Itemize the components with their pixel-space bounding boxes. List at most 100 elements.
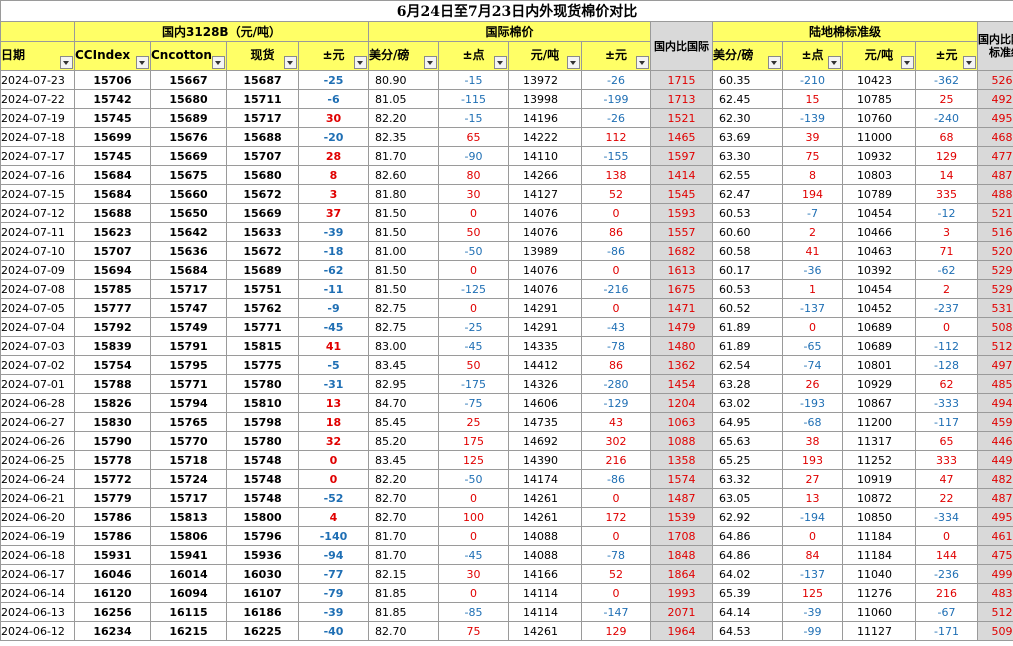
cell-land-yuan-ton[interactable]: 10689: [842, 317, 916, 337]
cell-date[interactable]: 2024-07-19: [0, 108, 75, 128]
cell-diff-pt[interactable]: -115: [438, 89, 509, 109]
cell-usc-lb[interactable]: 82.75: [368, 317, 439, 337]
cell-usc-lb[interactable]: 81.05: [368, 89, 439, 109]
cell-diff-yuan-intl[interactable]: -129: [581, 393, 651, 413]
cell-cc-index[interactable]: 15694: [74, 260, 151, 280]
cell-usc-lb[interactable]: 82.15: [368, 564, 439, 584]
cell-diff-pt[interactable]: 75: [438, 621, 509, 641]
cell-diff-yuan-intl[interactable]: -147: [581, 602, 651, 622]
cell-yuan-ton[interactable]: 14110: [508, 146, 582, 166]
cell-cncotton[interactable]: 15660: [150, 184, 227, 204]
cell-usc-lb[interactable]: 81.00: [368, 241, 439, 261]
cell-land-yuan-ton[interactable]: 10454: [842, 279, 916, 299]
cell-ratio-land[interactable]: 4877: [976, 165, 1013, 185]
cell-land-diff-yuan[interactable]: 25: [915, 89, 978, 109]
cell-yuan-ton[interactable]: 14335: [508, 336, 582, 356]
cell-land-yuan-ton[interactable]: 10466: [842, 222, 916, 242]
cell-cncotton[interactable]: 15718: [150, 450, 227, 470]
cell-ratio-land[interactable]: 5297: [976, 279, 1013, 299]
cell-yuan-ton[interactable]: 14261: [508, 621, 582, 641]
cell-yuan-ton[interactable]: 14606: [508, 393, 582, 413]
filter-dropdown-icon[interactable]: [212, 56, 225, 69]
cell-cc-index[interactable]: 16046: [74, 564, 151, 584]
cell-ratio-intl[interactable]: 1993: [650, 583, 713, 603]
cell-date[interactable]: 2024-06-27: [0, 412, 75, 432]
cell-cncotton[interactable]: 15667: [150, 70, 227, 90]
cell-land-diff-pt[interactable]: -65: [782, 336, 843, 356]
cell-ratio-land[interactable]: 4598: [976, 412, 1013, 432]
cell-spot[interactable]: 15672: [226, 184, 299, 204]
cell-usc-lb[interactable]: 83.45: [368, 355, 439, 375]
cell-land-diff-pt[interactable]: 38: [782, 431, 843, 451]
cell-land-diff-yuan[interactable]: 144: [915, 545, 978, 565]
cell-diff-yuan[interactable]: -20: [298, 127, 369, 147]
cell-usc-lb[interactable]: 81.70: [368, 146, 439, 166]
cell-date[interactable]: 2024-07-22: [0, 89, 75, 109]
cell-diff-pt[interactable]: -85: [438, 602, 509, 622]
cell-diff-yuan-intl[interactable]: 43: [581, 412, 651, 432]
cell-diff-yuan[interactable]: 30: [298, 108, 369, 128]
cell-ratio-land[interactable]: 5264: [976, 70, 1013, 90]
cell-land-usc-lb[interactable]: 60.53: [712, 203, 783, 223]
cell-diff-pt[interactable]: 30: [438, 564, 509, 584]
cell-land-diff-pt[interactable]: 193: [782, 450, 843, 470]
cell-spot[interactable]: 15780: [226, 374, 299, 394]
header-usc-lb[interactable]: 美分/磅: [368, 41, 439, 71]
cell-diff-yuan[interactable]: -11: [298, 279, 369, 299]
cell-cncotton[interactable]: 15771: [150, 374, 227, 394]
cell-land-diff-yuan[interactable]: -362: [915, 70, 978, 90]
cell-cc-index[interactable]: 15623: [74, 222, 151, 242]
cell-land-usc-lb[interactable]: 64.02: [712, 564, 783, 584]
cell-yuan-ton[interactable]: 14266: [508, 165, 582, 185]
cell-diff-yuan-intl[interactable]: 216: [581, 450, 651, 470]
cell-land-usc-lb[interactable]: 62.55: [712, 165, 783, 185]
cell-ratio-intl[interactable]: 1454: [650, 374, 713, 394]
cell-land-diff-pt[interactable]: 39: [782, 127, 843, 147]
cell-date[interactable]: 2024-07-15: [0, 184, 75, 204]
cell-usc-lb[interactable]: 81.50: [368, 260, 439, 280]
cell-spot[interactable]: 15748: [226, 450, 299, 470]
cell-cncotton[interactable]: 15676: [150, 127, 227, 147]
cell-diff-yuan[interactable]: -18: [298, 241, 369, 261]
header-diff-pt[interactable]: ±点: [438, 41, 509, 71]
cell-diff-pt[interactable]: 100: [438, 507, 509, 527]
cell-spot[interactable]: 15689: [226, 260, 299, 280]
cell-ratio-intl[interactable]: 1545: [650, 184, 713, 204]
cell-diff-yuan-intl[interactable]: 0: [581, 583, 651, 603]
cell-ratio-intl[interactable]: 1362: [650, 355, 713, 375]
filter-dropdown-icon[interactable]: [963, 56, 976, 69]
cell-diff-pt[interactable]: 25: [438, 412, 509, 432]
cell-diff-pt[interactable]: 0: [438, 488, 509, 508]
cell-diff-yuan[interactable]: 0: [298, 469, 369, 489]
cell-yuan-ton[interactable]: 14222: [508, 127, 582, 147]
cell-land-diff-yuan[interactable]: -12: [915, 203, 978, 223]
cell-ratio-intl[interactable]: 1597: [650, 146, 713, 166]
cell-ratio-intl[interactable]: 1358: [650, 450, 713, 470]
cell-diff-yuan-intl[interactable]: 86: [581, 222, 651, 242]
cell-diff-pt[interactable]: -50: [438, 469, 509, 489]
cell-ratio-intl[interactable]: 1539: [650, 507, 713, 527]
header-land-diff-pt[interactable]: ±点: [782, 41, 843, 71]
cell-diff-yuan[interactable]: -94: [298, 545, 369, 565]
cell-date[interactable]: 2024-06-28: [0, 393, 75, 413]
cell-land-yuan-ton[interactable]: 10789: [842, 184, 916, 204]
cell-usc-lb[interactable]: 81.70: [368, 545, 439, 565]
cell-diff-yuan[interactable]: -5: [298, 355, 369, 375]
header-date[interactable]: 日期: [0, 41, 75, 71]
cell-diff-yuan-intl[interactable]: -86: [581, 469, 651, 489]
cell-diff-pt[interactable]: 50: [438, 355, 509, 375]
cell-yuan-ton[interactable]: 14114: [508, 583, 582, 603]
cell-cc-index[interactable]: 15779: [74, 488, 151, 508]
cell-yuan-ton[interactable]: 14326: [508, 374, 582, 394]
cell-land-diff-yuan[interactable]: 71: [915, 241, 978, 261]
cell-cc-index[interactable]: 15777: [74, 298, 151, 318]
cell-land-diff-pt[interactable]: 0: [782, 317, 843, 337]
cell-land-diff-yuan[interactable]: -240: [915, 108, 978, 128]
cell-yuan-ton[interactable]: 14114: [508, 602, 582, 622]
cell-diff-pt[interactable]: -50: [438, 241, 509, 261]
cell-date[interactable]: 2024-07-01: [0, 374, 75, 394]
cell-cncotton[interactable]: 15717: [150, 279, 227, 299]
cell-ratio-land[interactable]: 5167: [976, 222, 1013, 242]
cell-diff-pt[interactable]: -175: [438, 374, 509, 394]
